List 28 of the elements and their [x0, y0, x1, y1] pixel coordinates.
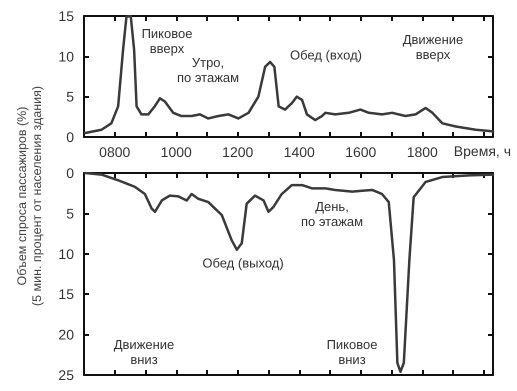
y-tick-label: 10: [58, 246, 74, 262]
y-tick-label: 0: [66, 165, 74, 181]
y-tick-label: 20: [58, 326, 74, 343]
y-tick-label: 5: [66, 205, 74, 222]
x-tick-label: 0800: [99, 144, 131, 160]
annotation: День, по этажам: [300, 199, 364, 229]
y-tick-label: 10: [58, 48, 74, 64]
x-tick-label: 1000: [160, 144, 192, 160]
annotation: Пиковое вверх: [142, 26, 192, 56]
y-tick-label: 15: [58, 286, 74, 302]
annotation: Обед (вход): [290, 48, 362, 62]
y-tick-label: 0: [66, 129, 74, 145]
y-axis-title: Объем спроса пассажиров (%) (5 мин. процент от населения здания): [15, 86, 45, 306]
annotation: Движение вверх: [402, 32, 464, 62]
annotation: Утро, по этажам: [176, 55, 240, 85]
x-tick-label: 1200: [222, 144, 254, 160]
line-series: [84, 14, 494, 134]
y-tick-label: 5: [66, 88, 74, 105]
x-tick-label: 1600: [345, 144, 377, 160]
y-tick-label: 25: [58, 367, 74, 383]
x-axis-title: Время, ч: [454, 143, 512, 159]
annotation: Пиковое вниз: [326, 337, 378, 367]
annotation: Обед (выход): [202, 256, 284, 270]
x-tick-label: 1400: [284, 144, 316, 160]
line-series: [84, 172, 494, 374]
y-tick-label: 15: [58, 8, 74, 24]
x-tick-label: 1800: [406, 144, 438, 160]
annotation: Движение вниз: [114, 337, 174, 367]
